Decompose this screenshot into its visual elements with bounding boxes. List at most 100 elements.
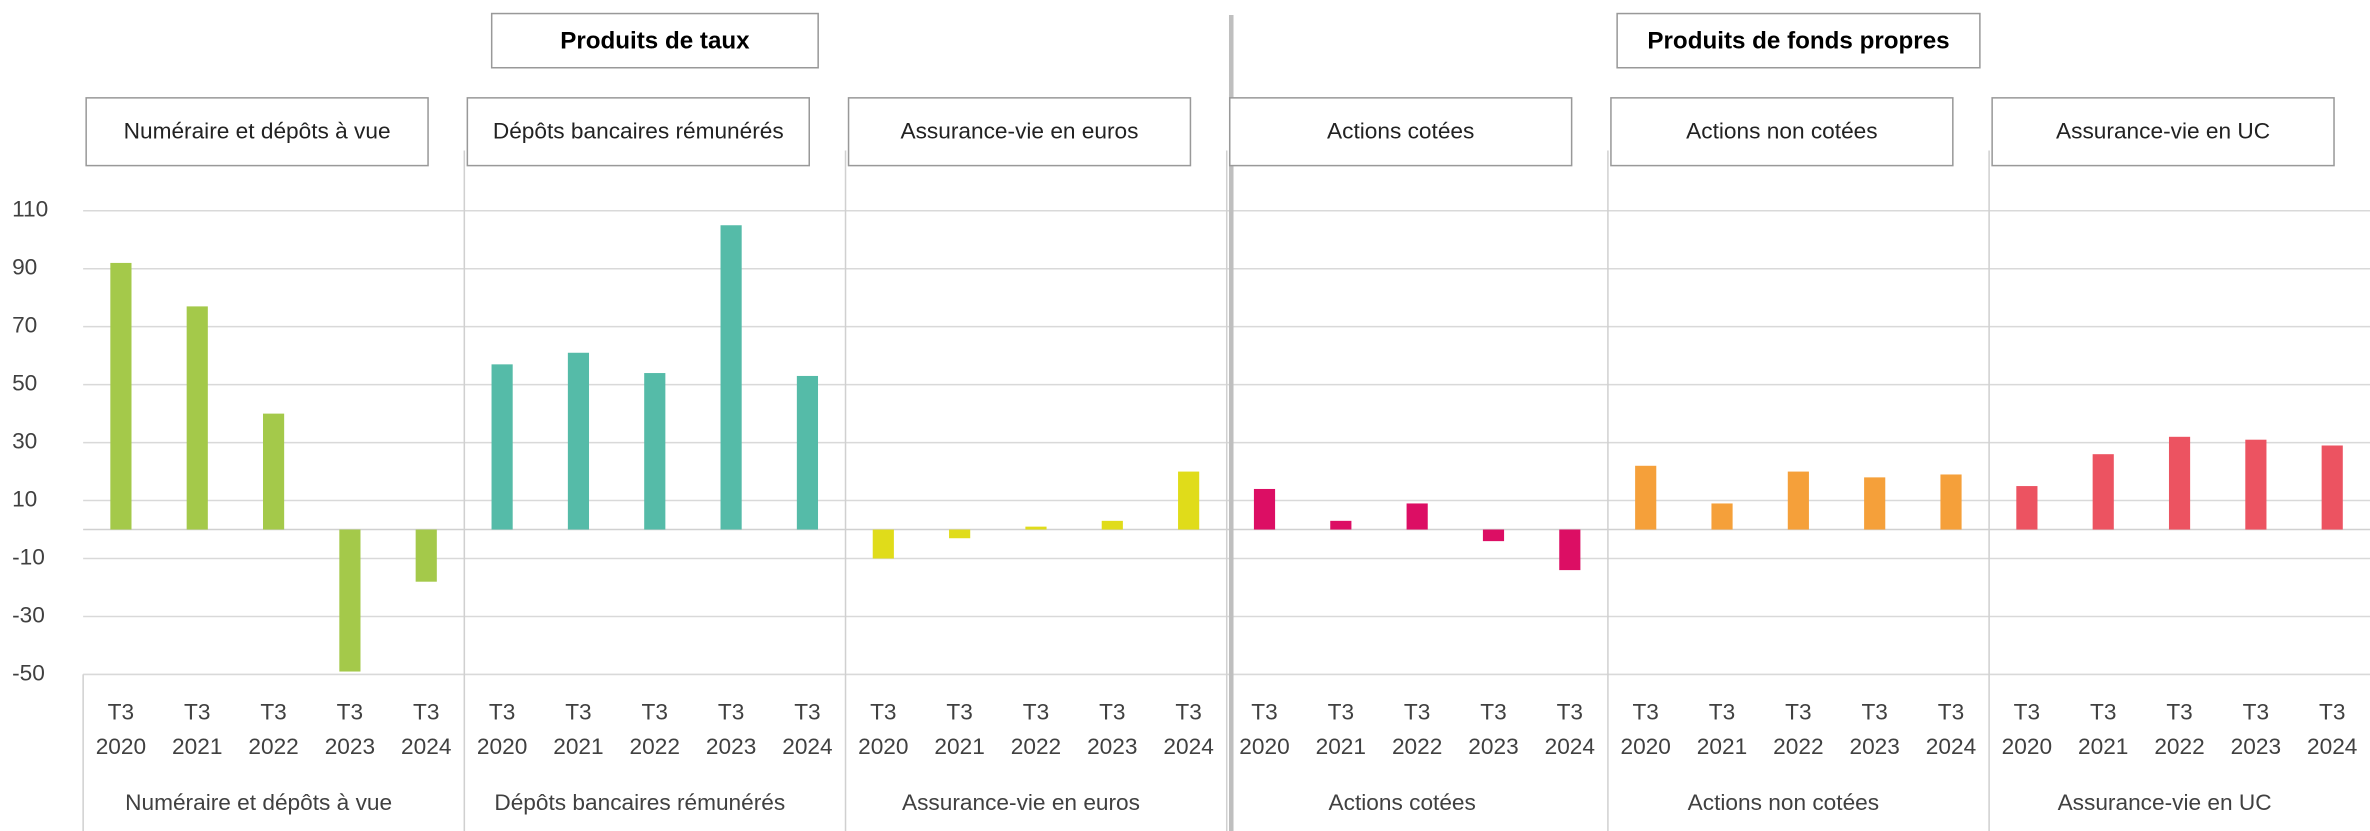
bar: [2092, 454, 2114, 530]
x-tick-label: T3: [1404, 700, 1430, 725]
x-tick-label: T3: [260, 700, 286, 725]
x-tick-label: T3: [2090, 700, 2116, 725]
x-tick-label: 2024: [1926, 734, 1976, 759]
bar: [796, 375, 819, 530]
x-tick-label: 2021: [1316, 734, 1366, 759]
panel-title-box: [847, 97, 1192, 167]
x-tick-label: T3: [1709, 700, 1735, 725]
x-tick-label: 2023: [2231, 734, 2281, 759]
x-tick-label: T3: [2014, 700, 2040, 725]
x-tick-label: T3: [1938, 700, 1964, 725]
x-tick-label: T3: [1785, 700, 1811, 725]
y-tick-label: -50: [12, 660, 45, 685]
panel-axis-label: Dépôts bancaires rémunérés: [494, 790, 785, 815]
x-tick-label: T3: [1632, 700, 1658, 725]
bar: [110, 262, 132, 530]
bar: [491, 364, 513, 530]
panel-title: Assurance-vie en euros: [900, 118, 1138, 143]
panel-title-box: [1610, 97, 1954, 167]
x-tick-label: 2022: [1011, 734, 1061, 759]
bar: [186, 306, 208, 530]
panel-title: Assurance-vie en UC: [2056, 118, 2270, 143]
x-tick-label: T3: [489, 700, 515, 725]
x-tick-label: 2023: [706, 734, 756, 759]
x-tick-label: T3: [642, 700, 668, 725]
y-tick-label: 10: [12, 487, 37, 512]
x-tick-label: T3: [565, 700, 591, 725]
x-tick-label: 2024: [782, 734, 832, 759]
section-box: [1616, 12, 1981, 69]
bar: [1711, 503, 1733, 530]
panel-title-box: [466, 97, 811, 167]
panel-axis-label: Numéraire et dépôts à vue: [125, 790, 392, 815]
x-tick-label: 2024: [401, 734, 451, 759]
x-tick-label: 2020: [2002, 734, 2052, 759]
bar: [2321, 445, 2343, 530]
x-tick-label: T3: [1023, 700, 1049, 725]
bar: [1101, 520, 1123, 530]
panel-title-box: [1228, 97, 1573, 167]
bar: [1559, 529, 1581, 571]
panel-title-box: [85, 97, 429, 167]
x-tick-label: T3: [794, 700, 820, 725]
panel-title: Actions non cotées: [1686, 118, 1877, 143]
x-tick-label: 2020: [1239, 734, 1289, 759]
x-tick-label: 2023: [1087, 734, 1137, 759]
y-tick-label: 110: [12, 197, 48, 222]
x-tick-label: 2022: [1773, 734, 1823, 759]
x-tick-label: 2023: [1849, 734, 1899, 759]
panel-title: Dépôts bancaires rémunérés: [493, 118, 784, 143]
x-tick-label: T3: [1480, 700, 1506, 725]
x-tick-label: 2021: [1697, 734, 1747, 759]
bar: [1787, 471, 1809, 530]
x-tick-label: 2023: [1468, 734, 1518, 759]
bar: [1635, 465, 1657, 530]
bar: [1406, 503, 1428, 530]
x-tick-label: 2020: [477, 734, 527, 759]
bar: [1864, 477, 1886, 530]
y-tick-label: 90: [12, 255, 37, 280]
x-tick-label: T3: [2319, 700, 2345, 725]
x-tick-label: T3: [1175, 700, 1201, 725]
panel-axis-label: Assurance-vie en euros: [902, 790, 1140, 815]
panel-axis-label: Actions cotées: [1329, 790, 1476, 815]
y-tick-label: 70: [12, 313, 37, 338]
panel-axis-label: Assurance-vie en UC: [2058, 790, 2272, 815]
x-tick-label: T3: [337, 700, 363, 725]
x-tick-label: T3: [946, 700, 972, 725]
x-tick-label: 2024: [2307, 734, 2357, 759]
x-tick-label: 2020: [96, 734, 146, 759]
x-tick-label: 2021: [553, 734, 603, 759]
x-tick-label: T3: [1861, 700, 1887, 725]
x-tick-label: T3: [108, 700, 134, 725]
x-tick-label: T3: [1328, 700, 1354, 725]
x-tick-label: T3: [2166, 700, 2192, 725]
x-tick-label: 2024: [1163, 734, 1213, 759]
bar: [1482, 529, 1505, 542]
x-tick-label: 2021: [172, 734, 222, 759]
x-tick-label: T3: [870, 700, 896, 725]
bar: [567, 352, 590, 530]
bar: [949, 529, 971, 539]
x-tick-label: 2020: [858, 734, 908, 759]
bar: [2168, 436, 2191, 530]
panel-axis-label: Actions non cotées: [1688, 790, 1879, 815]
bar: [1940, 474, 1962, 530]
y-tick-label: 50: [12, 371, 37, 396]
section-title: Produits de fonds propres: [1647, 28, 1949, 55]
bar: [262, 413, 285, 530]
bar: [1330, 520, 1352, 530]
panel-title-box: [1991, 97, 2335, 167]
panel-title: Numéraire et dépôts à vue: [124, 118, 391, 143]
section-title: Produits de taux: [560, 28, 750, 55]
bar: [872, 529, 894, 559]
x-tick-label: T3: [184, 700, 210, 725]
x-tick-label: T3: [1251, 700, 1277, 725]
panel-title: Actions cotées: [1327, 118, 1474, 143]
bar: [1025, 526, 1047, 530]
bar: [644, 373, 666, 530]
x-tick-label: 2022: [630, 734, 680, 759]
x-tick-label: 2023: [325, 734, 375, 759]
x-tick-label: 2020: [1620, 734, 1670, 759]
